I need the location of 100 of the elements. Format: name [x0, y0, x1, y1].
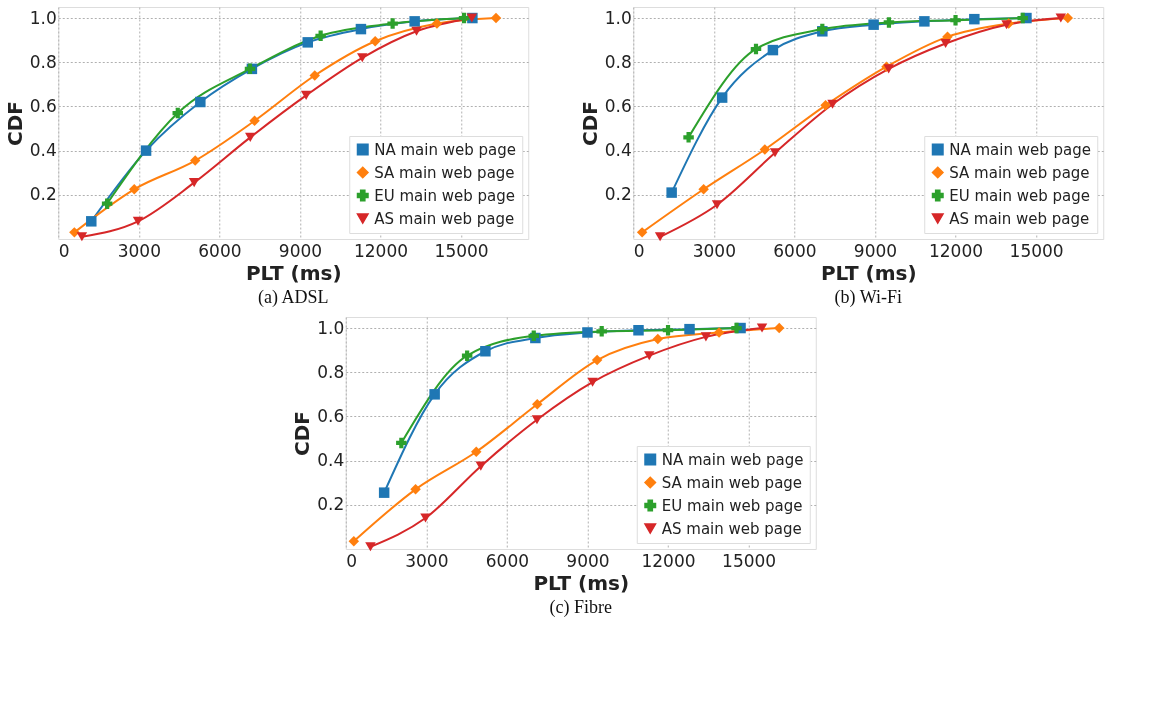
y-axis-title: CDF	[290, 411, 315, 456]
point	[713, 327, 725, 338]
point	[461, 350, 473, 361]
y-tick-label: 1.0	[604, 7, 632, 28]
point	[759, 144, 771, 155]
point	[172, 107, 184, 119]
x-tick-label: 0	[633, 240, 645, 261]
x-axis-title: PLT (ms)	[245, 260, 342, 285]
point	[76, 232, 88, 242]
point	[582, 327, 593, 338]
point	[480, 346, 491, 357]
point	[750, 43, 762, 55]
x-tick-label: 0	[58, 240, 70, 261]
point	[532, 399, 543, 410]
legend-label: EU main web page	[374, 186, 515, 205]
point	[249, 115, 260, 127]
point	[662, 325, 674, 336]
x-tick-label: 9000	[566, 550, 610, 571]
point	[731, 322, 742, 334]
point	[1062, 12, 1074, 24]
legend-label: AS main web page	[661, 519, 802, 538]
y-tick-label: 0.4	[604, 140, 632, 161]
point	[101, 198, 113, 209]
point	[309, 70, 320, 81]
point	[820, 100, 831, 111]
y-tick-label: 0.6	[604, 95, 632, 116]
point	[471, 446, 482, 458]
x-tick-label: 3000	[405, 550, 449, 571]
x-tick-label: 6000	[198, 240, 242, 261]
point	[868, 19, 879, 30]
point	[140, 145, 152, 156]
x-axis-title: PLT (ms)	[533, 570, 630, 595]
point	[348, 536, 360, 547]
point	[636, 227, 648, 238]
y-tick-label: 1.0	[317, 317, 345, 338]
y-axis-title: CDF	[2, 101, 27, 146]
y-tick-label: 0.8	[29, 51, 57, 72]
legend-label: AS main web page	[374, 209, 515, 228]
point	[429, 389, 440, 400]
point	[969, 13, 980, 25]
point	[716, 92, 728, 103]
point	[378, 487, 390, 498]
y-tick-label: 0.4	[29, 140, 57, 161]
text: (a) ADSL	[258, 287, 329, 308]
x-tick-label: 3000	[692, 240, 736, 261]
point	[431, 18, 443, 29]
y-tick-label: 0.8	[317, 361, 345, 382]
point	[458, 12, 470, 24]
x-tick-label: 6000	[485, 550, 530, 571]
legend-label: NA main web page	[661, 450, 804, 469]
point	[773, 322, 785, 334]
y-tick-label: 0.2	[317, 494, 345, 515]
point	[245, 132, 256, 142]
x-tick-label: 15000	[722, 550, 777, 571]
point	[189, 155, 201, 166]
point	[756, 323, 768, 333]
x-tick-label: 15000	[1009, 240, 1064, 261]
point	[698, 184, 709, 195]
point	[369, 36, 381, 47]
legend-label: AS main web page	[949, 209, 1090, 228]
y-tick-label: 1.0	[29, 7, 57, 28]
x-tick-label: 15000	[434, 240, 489, 261]
y-tick-label: 0.2	[29, 184, 57, 205]
legend-label: EU main web page	[949, 186, 1090, 205]
x-tick-label: 9000	[853, 240, 898, 261]
point	[410, 484, 421, 495]
text: (b) Wi-Fi	[834, 287, 902, 308]
point	[490, 12, 502, 24]
point	[711, 200, 723, 210]
point	[302, 37, 313, 48]
y-tick-label: 0.8	[604, 51, 632, 72]
point	[643, 351, 655, 361]
y-tick-label: 0.6	[317, 405, 345, 426]
y-tick-label: 0.2	[604, 184, 632, 205]
x-tick-label: 6000	[773, 240, 817, 261]
text: (c) Fibre	[549, 597, 612, 618]
point	[420, 513, 431, 523]
point	[475, 461, 487, 471]
y-tick-label: 0.6	[29, 95, 57, 116]
point	[700, 332, 712, 342]
x-tick-label: 3000	[117, 240, 161, 261]
point	[387, 18, 398, 29]
x-tick-label: 12000	[928, 240, 984, 261]
x-tick-label: 9000	[278, 240, 323, 261]
point	[683, 132, 694, 143]
point	[300, 90, 312, 100]
point	[684, 323, 695, 335]
x-axis-title: PLT (ms)	[820, 260, 917, 285]
point	[355, 23, 367, 35]
y-axis-title: CDF	[577, 101, 602, 146]
point	[86, 216, 97, 227]
legend-label: SA main web page	[661, 473, 803, 492]
point	[132, 216, 144, 226]
x-tick-label: 12000	[353, 240, 409, 261]
point	[396, 437, 407, 449]
point	[666, 187, 677, 198]
point	[591, 354, 603, 366]
point	[827, 99, 838, 109]
legend-label: NA main web page	[374, 140, 516, 159]
point	[919, 16, 930, 27]
